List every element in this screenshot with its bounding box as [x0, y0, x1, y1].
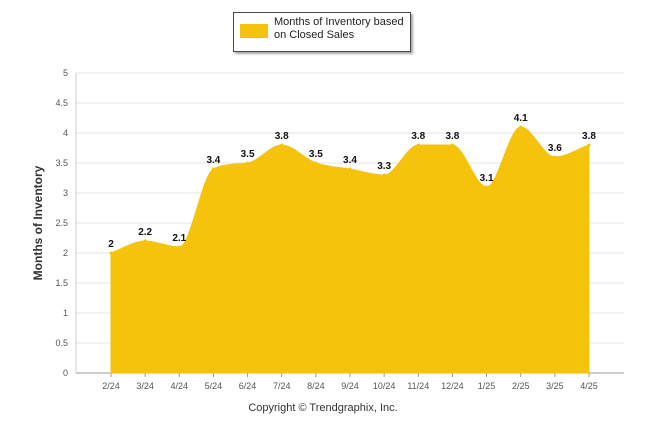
data-label: 3.1 [480, 173, 494, 184]
data-point [143, 239, 147, 243]
data-label: 3.8 [411, 131, 425, 142]
y-tick-label: 0.5 [55, 338, 68, 348]
x-tick-label: 3/24 [136, 381, 154, 391]
data-label: 2.2 [138, 227, 152, 238]
x-tick-label: 5/24 [205, 381, 223, 391]
data-point [485, 185, 489, 189]
x-tick-label: 2/25 [512, 381, 530, 391]
data-label: 2.1 [172, 233, 186, 244]
legend[interactable]: Months of Inventory based on Closed Sale… [233, 12, 411, 52]
copyright-text: Copyright © Trendgraphix, Inc. [248, 402, 398, 414]
y-tick-label: 1.5 [55, 278, 68, 288]
x-tick-label: 12/24 [441, 381, 464, 391]
data-label: 2 [108, 239, 114, 250]
x-tick-label: 11/24 [407, 381, 429, 391]
data-point [314, 161, 318, 165]
y-tick-label: 3 [63, 188, 68, 198]
data-label: 3.6 [548, 143, 562, 154]
data-point [246, 161, 250, 165]
data-point [450, 143, 454, 147]
data-label: 3.5 [241, 149, 255, 160]
x-tick-label: 4/24 [171, 381, 189, 391]
data-point [382, 173, 386, 177]
x-tick-label: 3/25 [546, 381, 564, 391]
data-label: 3.8 [445, 131, 459, 142]
y-tick-label: 4 [63, 128, 68, 138]
data-label: 4.1 [514, 113, 528, 124]
x-tick-label: 8/24 [307, 381, 325, 391]
y-tick-label: 2 [63, 248, 68, 258]
data-point [211, 167, 215, 171]
y-tick-label: 1 [63, 308, 68, 318]
y-tick-label: 0 [63, 368, 68, 378]
y-axis-title: Months of Inventory [31, 165, 45, 280]
data-point [348, 167, 352, 171]
legend-swatch [240, 24, 268, 38]
data-label: 3.5 [309, 149, 323, 160]
x-tick-label: 2/24 [102, 381, 120, 391]
x-tick-label: 7/24 [273, 381, 291, 391]
x-tick-label: 1/25 [478, 381, 496, 391]
x-tick-label: 6/24 [239, 381, 257, 391]
data-point [280, 143, 284, 147]
data-point [553, 155, 557, 159]
y-tick-label: 5 [63, 68, 68, 78]
data-label: 3.8 [275, 131, 289, 142]
data-label: 3.3 [377, 161, 391, 172]
y-tick-label: 4.5 [55, 98, 68, 108]
data-label: 3.4 [343, 155, 357, 166]
x-tick-label: 4/25 [580, 381, 598, 391]
x-tick-label: 9/24 [341, 381, 359, 391]
data-point [519, 125, 523, 129]
legend-label: Months of Inventory based on Closed Sale… [274, 16, 404, 41]
data-point [177, 245, 181, 249]
data-point [416, 143, 420, 147]
y-tick-label: 3.5 [55, 158, 68, 168]
data-point [109, 251, 113, 255]
x-tick-label: 10/24 [373, 381, 396, 391]
data-point [587, 143, 591, 147]
y-tick-label: 2.5 [55, 218, 68, 228]
series-area [110, 126, 590, 374]
data-label: 3.8 [582, 131, 596, 142]
data-label: 3.4 [206, 155, 220, 166]
